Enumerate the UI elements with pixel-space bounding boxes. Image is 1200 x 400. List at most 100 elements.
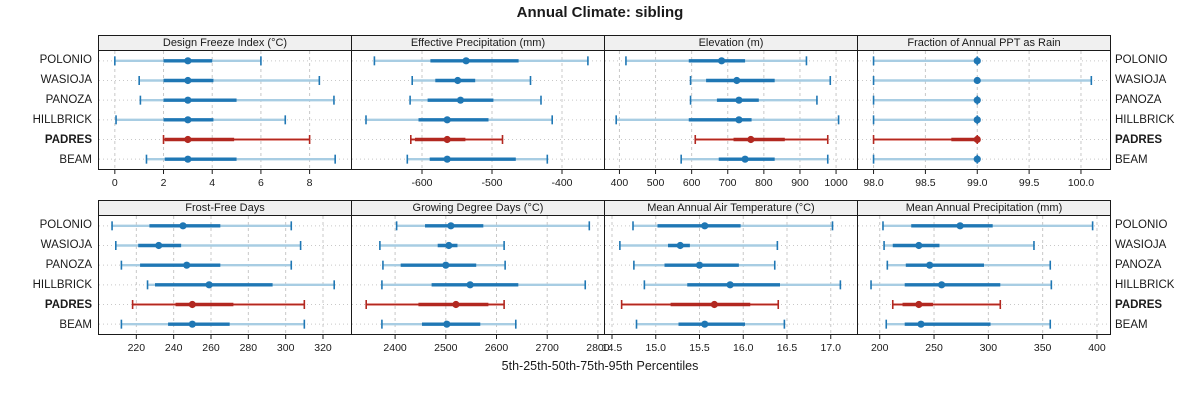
panel-axis-growing-degree-days-c: 2400 2500 2600 2700 2800 (351, 335, 610, 357)
panel-title: Effective Precipitation (mm) (410, 37, 546, 49)
median-dot-beam (973, 155, 981, 163)
panel-axis-fraction-of-annual-ppt-as-rain: 98.0 98.5 99.0 99.5 100.0 (857, 170, 1111, 192)
median-dot-wasioja (454, 76, 462, 85)
median-dot-wasioja (733, 76, 741, 85)
panel-plot-growing-degree-days-c (351, 215, 605, 335)
panel-canvas-fraction-of-annual-ppt-as-rain (858, 51, 1110, 169)
category-label-left-beam: BEAM (59, 154, 92, 166)
median-dot-wasioja (445, 241, 453, 250)
tick-label: 400 (1088, 342, 1106, 354)
tick-label: 220 (127, 342, 146, 354)
tick-label: 1000 (824, 177, 848, 189)
tick-label: 15.5 (689, 342, 710, 354)
median-dot-panoza (184, 96, 192, 104)
category-label-right-padres: PADRES (1115, 134, 1163, 146)
tick-label: -600 (411, 177, 433, 189)
tick-label: 2700 (535, 342, 559, 354)
tick-label: 15.0 (645, 342, 666, 354)
tick-label: 350 (1033, 342, 1052, 354)
category-label-right-padres: PADRES (1115, 299, 1163, 311)
category-label-left-polonio: POLONIO (39, 219, 92, 231)
panel-canvas-growing-degree-days-c (352, 216, 604, 334)
figure-title: Annual Climate: sibling (516, 4, 684, 21)
median-dot-hillbrick (735, 116, 743, 124)
tick-label: 2500 (434, 342, 458, 354)
panel-axis-design-freeze-index-c: 0 2 4 6 8 (98, 170, 352, 192)
median-dot-panoza (183, 261, 191, 269)
tick-label: 16.0 (733, 342, 754, 354)
median-dot-hillbrick (443, 116, 451, 124)
panel-title: Fraction of Annual PPT as Rain (907, 37, 1061, 49)
tick-label: 6 (257, 177, 264, 189)
tick-label: 100.0 (1067, 177, 1095, 189)
category-label-left-padres: PADRES (44, 134, 92, 146)
category-label-right-beam: BEAM (1115, 319, 1148, 331)
median-dot-wasioja (184, 76, 192, 85)
panel-axis-mean-annual-air-temperature-c: 14.5 15.0 15.5 16.0 16.5 17.0 (602, 335, 858, 357)
median-dot-polonio (447, 222, 455, 230)
median-dot-beam (741, 155, 749, 163)
median-dot-panoza (442, 261, 450, 269)
panel-title: Design Freeze Index (°C) (162, 37, 288, 49)
panel-canvas-frost-free-days (99, 216, 351, 334)
category-label-left-wasioja: WASIOJA (40, 74, 92, 86)
category-label-left-wasioja: WASIOJA (40, 239, 92, 251)
category-label-left-polonio: POLONIO (39, 54, 92, 66)
panel-canvas-mean-annual-air-temperature-c (605, 216, 857, 334)
median-dot-panoza (973, 96, 981, 104)
category-label-right-polonio: POLONIO (1115, 219, 1168, 231)
tick-label: 0 (111, 177, 118, 189)
axis-ticks (394, 335, 599, 339)
tick-label: 300 (276, 342, 295, 354)
category-label-right-polonio: POLONIO (1115, 54, 1168, 66)
panel-axis-mean-annual-precipitation-mm: 200 250 300 350 400 (857, 335, 1111, 357)
tick-label: 500 (646, 177, 665, 189)
category-label-left-hillbrick: HILLBRICK (32, 279, 92, 291)
panel-axis-frost-free-days: 220 240 260 280 300 320 (98, 335, 352, 357)
axis-ticks (135, 335, 324, 339)
tick-label: 200 (870, 342, 889, 354)
axis-ticks (611, 335, 832, 339)
panel-plot-mean-annual-precipitation-mm (857, 215, 1111, 335)
category-label-right-panoza: PANOZA (1115, 94, 1162, 106)
panel-axis-effective-precipitation-mm: -600 -500 -400 (351, 170, 605, 192)
panel-canvas-elevation-m (605, 51, 857, 169)
panel-title: Growing Degree Days (°C) (412, 202, 544, 214)
median-dot-wasioja (915, 241, 923, 250)
axis-ticks (618, 170, 837, 174)
tick-label: 2400 (383, 342, 407, 354)
panel-canvas-mean-annual-precipitation-mm (858, 216, 1110, 334)
panel-header-frost-free-days: Frost-Free Days (98, 200, 352, 215)
panel-header-fraction-of-annual-ppt-as-rain: Fraction of Annual PPT as Rain (857, 35, 1111, 50)
panel-header-elevation-m: Elevation (m) (604, 35, 858, 50)
median-dot-padres (452, 300, 460, 309)
axis-ticks (421, 170, 563, 174)
category-label-left-panoza: PANOZA (45, 94, 92, 106)
panel-title: Elevation (m) (698, 37, 764, 49)
tick-label: 700 (718, 177, 737, 189)
median-dot-polonio (184, 57, 192, 65)
median-dot-padres (184, 135, 192, 144)
tick-label: 250 (925, 342, 943, 354)
category-label-right-hillbrick: HILLBRICK (1115, 279, 1175, 291)
panel-title: Mean Annual Precipitation (mm) (905, 202, 1063, 214)
tick-label: 300 (979, 342, 998, 354)
panel-header-effective-precipitation-mm: Effective Precipitation (mm) (351, 35, 605, 50)
tick-label: 260 (202, 342, 220, 354)
median-dot-hillbrick (205, 281, 213, 289)
panel-header-growing-degree-days-c: Growing Degree Days (°C) (351, 200, 605, 215)
median-dot-polonio (179, 222, 187, 230)
tick-label: 280 (239, 342, 258, 354)
tick-label: 900 (791, 177, 809, 189)
median-dot-padres (710, 300, 718, 309)
median-dot-beam (184, 155, 192, 163)
panel-plot-frost-free-days (98, 215, 352, 335)
median-dot-hillbrick (184, 116, 192, 124)
panel-header-design-freeze-index-c: Design Freeze Index (°C) (98, 35, 352, 50)
tick-label: 8 (306, 177, 313, 189)
panel-plot-fraction-of-annual-ppt-as-rain (857, 50, 1111, 170)
x-axis-caption: 5th-25th-50th-75th-95th Percentiles (501, 359, 699, 373)
tick-label: 16.5 (776, 342, 798, 354)
panel-plot-effective-precipitation-mm (351, 50, 605, 170)
